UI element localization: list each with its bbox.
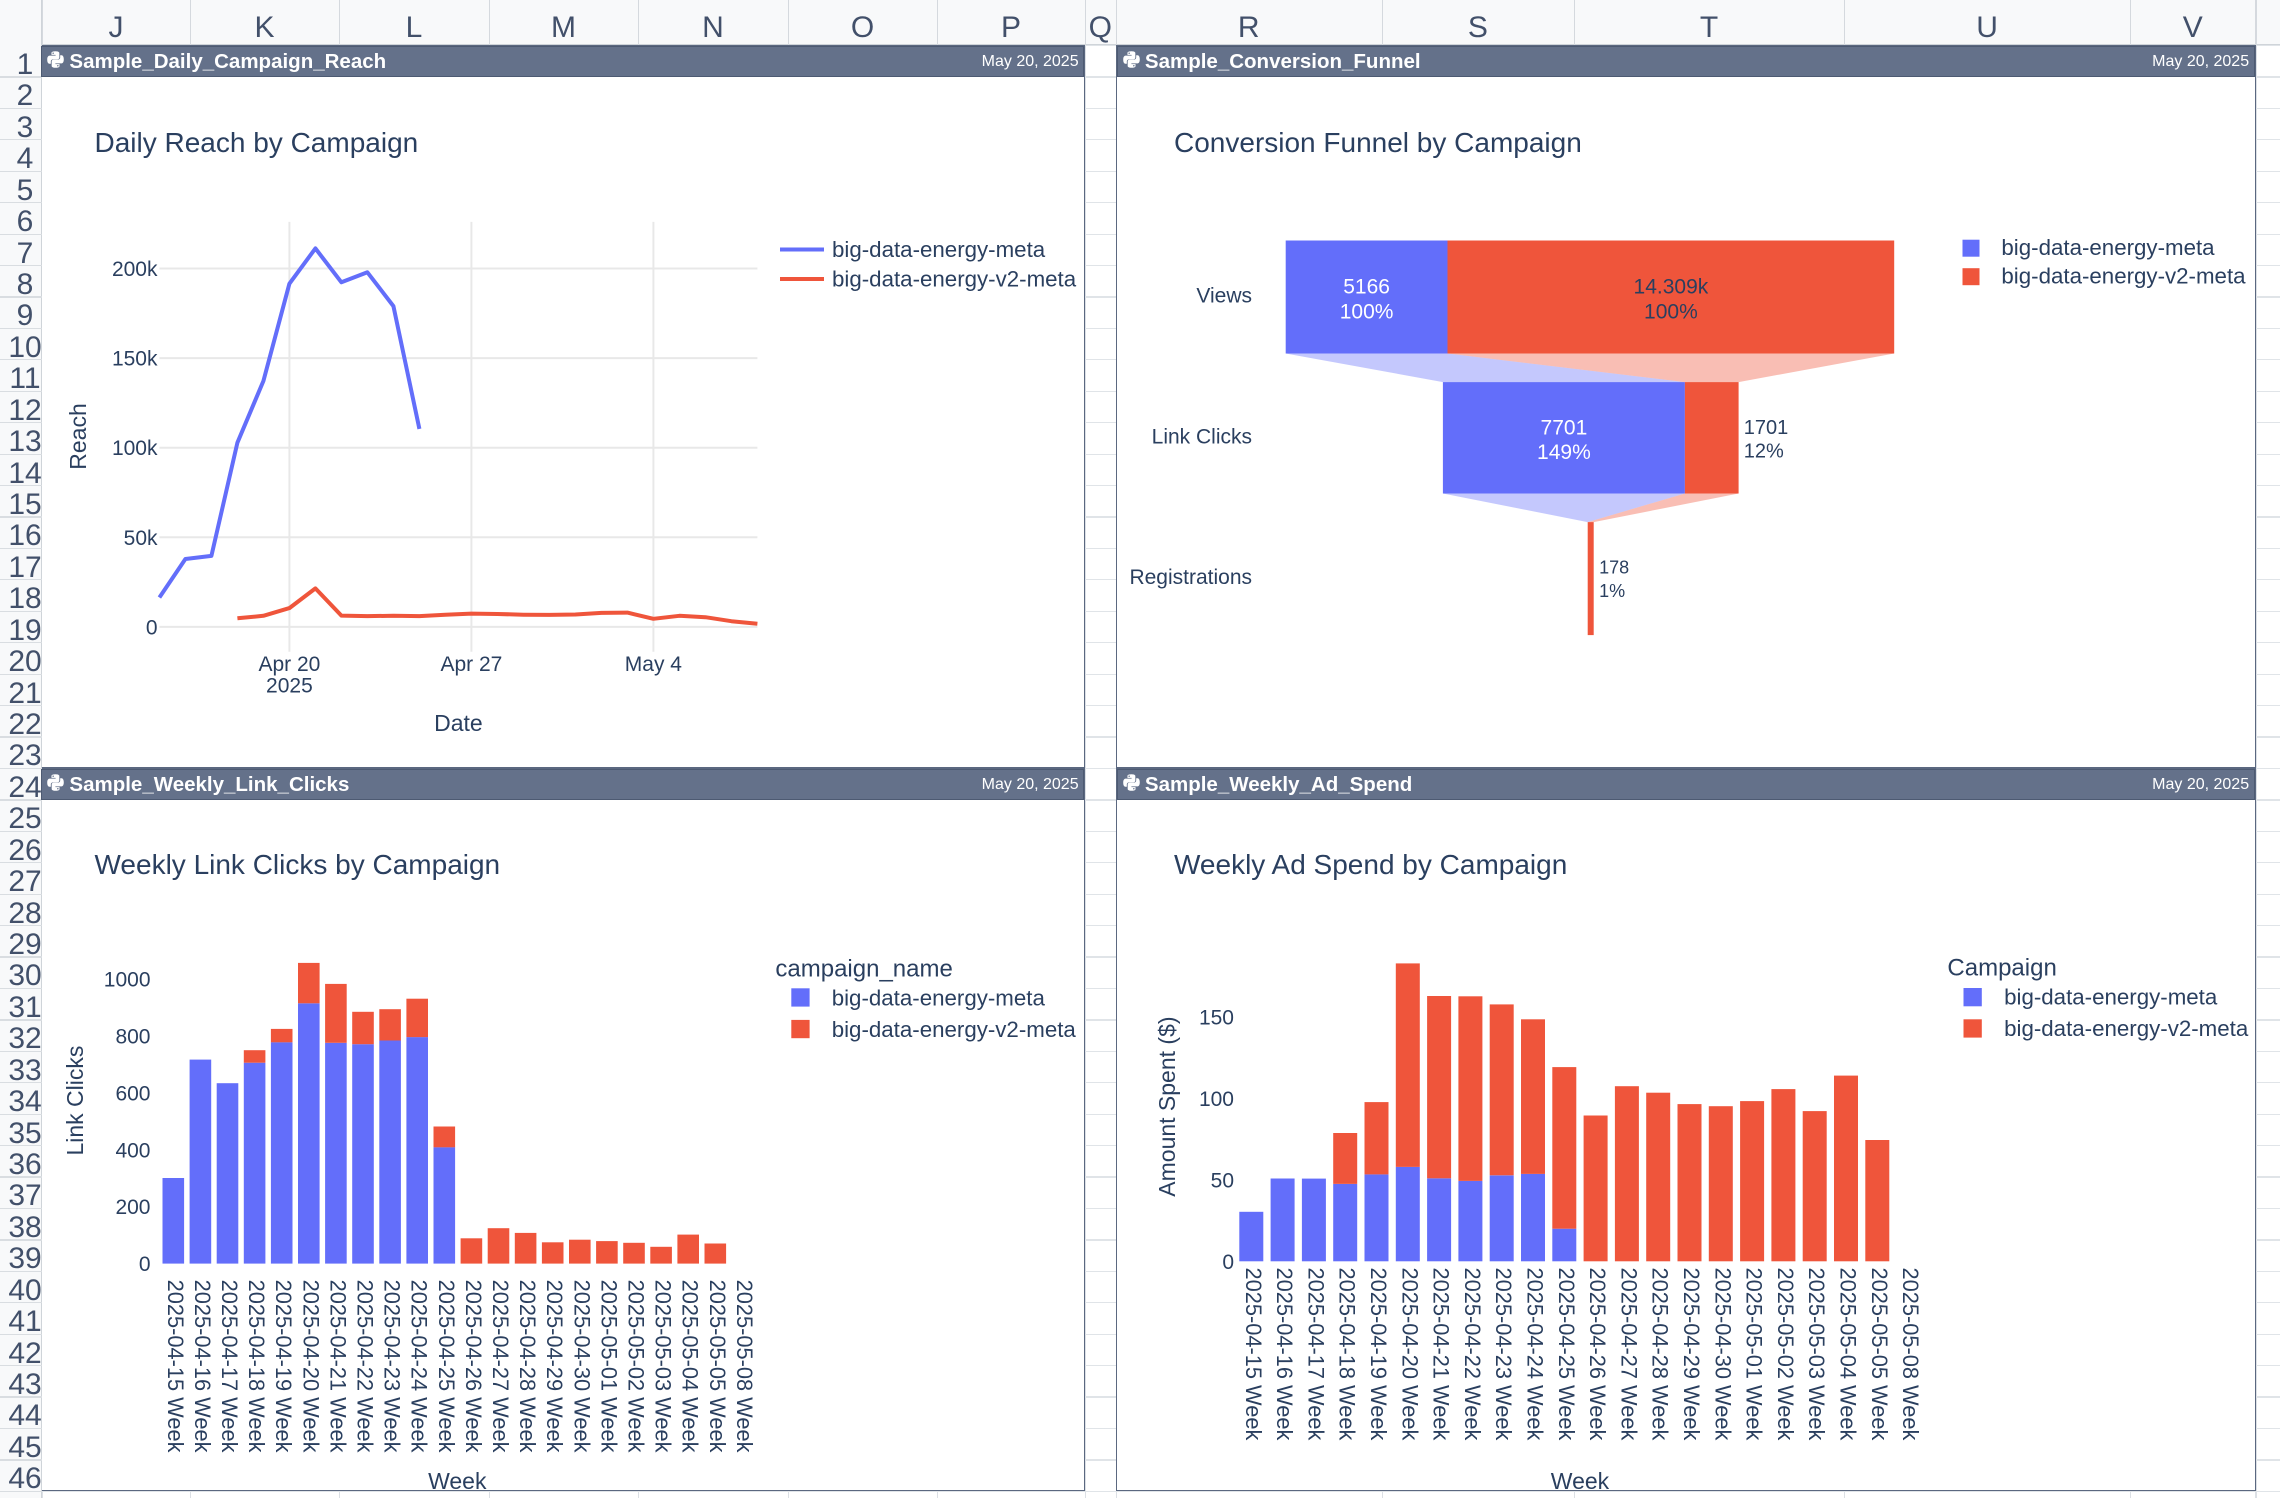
svg-text:2025-05-02 Week: 2025-05-02 Week	[623, 1280, 648, 1453]
svg-text:2025-04-30 Week: 2025-04-30 Week	[1710, 1268, 1735, 1441]
svg-text:big-data-energy-v2-meta: big-data-energy-v2-meta	[832, 266, 1077, 291]
svg-text:big-data-energy-meta: big-data-energy-meta	[2001, 235, 2215, 260]
svg-text:Campaign: Campaign	[1947, 955, 2056, 982]
svg-text:7701: 7701	[1541, 416, 1588, 439]
svg-text:2025-04-16 Week: 2025-04-16 Week	[1272, 1268, 1297, 1441]
svg-text:2025-05-04 Week: 2025-05-04 Week	[1836, 1268, 1861, 1441]
svg-text:2025-04-25 Week: 2025-04-25 Week	[1554, 1268, 1579, 1441]
svg-text:big-data-energy-meta: big-data-energy-meta	[2004, 985, 2218, 1010]
svg-text:1%: 1%	[1599, 580, 1625, 600]
svg-text:2025-05-03 Week: 2025-05-03 Week	[650, 1280, 675, 1453]
svg-text:Conversion Funnel by Campaign: Conversion Funnel by Campaign	[1174, 127, 1582, 158]
svg-text:Weekly Link Clicks by Campaign: Weekly Link Clicks by Campaign	[94, 849, 500, 880]
svg-text:2025-05-08 Week: 2025-05-08 Week	[731, 1280, 756, 1453]
svg-text:2025-05-05 Week: 2025-05-05 Week	[1867, 1268, 1892, 1441]
svg-text:1701: 1701	[1744, 417, 1789, 439]
svg-text:2025-04-19 Week: 2025-04-19 Week	[271, 1280, 296, 1453]
svg-text:2025-04-25 Week: 2025-04-25 Week	[433, 1280, 458, 1453]
svg-text:2025-04-28 Week: 2025-04-28 Week	[1648, 1268, 1673, 1441]
svg-text:800: 800	[115, 1026, 150, 1049]
svg-text:Apr 20: Apr 20	[258, 653, 320, 676]
svg-text:2025-04-29 Week: 2025-04-29 Week	[542, 1280, 567, 1453]
svg-text:2025-04-26 Week: 2025-04-26 Week	[460, 1280, 485, 1453]
svg-text:Reach: Reach	[65, 403, 91, 469]
svg-text:2025-04-19 Week: 2025-04-19 Week	[1366, 1268, 1391, 1441]
svg-text:178: 178	[1599, 557, 1629, 577]
svg-text:2025-05-01 Week: 2025-05-01 Week	[1742, 1268, 1767, 1441]
svg-text:100%: 100%	[1340, 300, 1394, 323]
svg-text:campaign_name: campaign_name	[775, 956, 952, 983]
svg-text:Amount Spent ($): Amount Spent ($)	[1154, 1017, 1180, 1197]
svg-text:2025-04-18 Week: 2025-04-18 Week	[244, 1280, 269, 1453]
svg-text:big-data-energy-meta: big-data-energy-meta	[832, 237, 1046, 262]
svg-text:Link Clicks: Link Clicks	[1152, 425, 1252, 448]
svg-text:2025-04-24 Week: 2025-04-24 Week	[1523, 1268, 1548, 1441]
svg-text:2025-04-22 Week: 2025-04-22 Week	[1460, 1268, 1485, 1441]
svg-text:2025-04-29 Week: 2025-04-29 Week	[1679, 1268, 1704, 1441]
svg-text:2025-04-17 Week: 2025-04-17 Week	[217, 1280, 242, 1453]
svg-text:50k: 50k	[123, 526, 157, 549]
svg-text:100%: 100%	[1644, 300, 1698, 323]
svg-text:2025-05-05 Week: 2025-05-05 Week	[704, 1280, 729, 1453]
svg-text:400: 400	[115, 1140, 150, 1163]
svg-text:0: 0	[1222, 1251, 1234, 1274]
svg-text:big-data-energy-meta: big-data-energy-meta	[831, 986, 1045, 1011]
svg-text:May 4: May 4	[624, 653, 682, 676]
svg-text:Link Clicks: Link Clicks	[62, 1046, 88, 1156]
svg-text:0: 0	[145, 616, 157, 639]
svg-text:2025-04-28 Week: 2025-04-28 Week	[515, 1280, 540, 1453]
svg-text:2025-05-02 Week: 2025-05-02 Week	[1773, 1268, 1798, 1441]
svg-text:600: 600	[115, 1083, 150, 1106]
svg-text:2025-04-26 Week: 2025-04-26 Week	[1585, 1268, 1610, 1441]
svg-text:Weekly Ad Spend by Campaign: Weekly Ad Spend by Campaign	[1174, 849, 1567, 880]
svg-text:Registrations: Registrations	[1129, 566, 1252, 589]
svg-text:12%: 12%	[1744, 440, 1784, 462]
svg-text:Week: Week	[428, 1468, 487, 1490]
svg-text:2025-04-24 Week: 2025-04-24 Week	[406, 1280, 431, 1453]
svg-text:2025-04-27 Week: 2025-04-27 Week	[488, 1280, 513, 1453]
svg-text:Week: Week	[1551, 1468, 1610, 1490]
svg-text:150: 150	[1199, 1007, 1234, 1030]
svg-text:2025-04-20 Week: 2025-04-20 Week	[1397, 1268, 1422, 1441]
svg-text:2025-04-16 Week: 2025-04-16 Week	[189, 1280, 214, 1453]
svg-text:2025-04-22 Week: 2025-04-22 Week	[352, 1280, 377, 1453]
svg-text:2025-04-20 Week: 2025-04-20 Week	[298, 1280, 323, 1453]
svg-text:2025-04-17 Week: 2025-04-17 Week	[1303, 1268, 1328, 1441]
svg-text:2025-04-23 Week: 2025-04-23 Week	[1491, 1268, 1516, 1441]
svg-text:100k: 100k	[111, 437, 157, 460]
svg-text:5166: 5166	[1343, 275, 1390, 298]
svg-text:200: 200	[115, 1197, 150, 1220]
svg-text:Daily Reach by Campaign: Daily Reach by Campaign	[94, 127, 418, 158]
svg-text:2025-05-04 Week: 2025-05-04 Week	[677, 1280, 702, 1453]
svg-text:2025-05-08 Week: 2025-05-08 Week	[1898, 1268, 1923, 1441]
svg-text:big-data-energy-v2-meta: big-data-energy-v2-meta	[2004, 1016, 2249, 1041]
svg-text:Apr 27: Apr 27	[440, 653, 502, 676]
svg-text:2025-04-30 Week: 2025-04-30 Week	[569, 1280, 594, 1453]
svg-text:big-data-energy-v2-meta: big-data-energy-v2-meta	[2001, 263, 2246, 288]
svg-text:2025-05-03 Week: 2025-05-03 Week	[1804, 1268, 1829, 1441]
svg-text:2025-04-15 Week: 2025-04-15 Week	[1241, 1268, 1266, 1441]
svg-text:100: 100	[1199, 1088, 1234, 1111]
svg-text:2025-04-23 Week: 2025-04-23 Week	[379, 1280, 404, 1453]
svg-text:Date: Date	[434, 710, 483, 736]
svg-text:149%: 149%	[1537, 441, 1591, 464]
svg-text:Views: Views	[1196, 284, 1252, 307]
svg-text:2025-04-18 Week: 2025-04-18 Week	[1335, 1268, 1360, 1441]
svg-text:big-data-energy-v2-meta: big-data-energy-v2-meta	[831, 1017, 1076, 1042]
svg-text:50: 50	[1211, 1170, 1234, 1193]
svg-text:2025-04-15 Week: 2025-04-15 Week	[162, 1280, 187, 1453]
svg-text:2025-05-01 Week: 2025-05-01 Week	[596, 1280, 621, 1453]
svg-text:14.309k: 14.309k	[1634, 275, 1709, 298]
svg-text:2025-04-21 Week: 2025-04-21 Week	[325, 1280, 350, 1453]
svg-text:0: 0	[138, 1253, 150, 1276]
svg-text:2025-04-27 Week: 2025-04-27 Week	[1616, 1268, 1641, 1441]
svg-text:150k: 150k	[111, 347, 157, 370]
svg-text:1000: 1000	[103, 969, 150, 992]
svg-text:2025-04-21 Week: 2025-04-21 Week	[1429, 1268, 1454, 1441]
svg-text:200k: 200k	[111, 258, 157, 281]
svg-text:2025: 2025	[266, 674, 313, 697]
